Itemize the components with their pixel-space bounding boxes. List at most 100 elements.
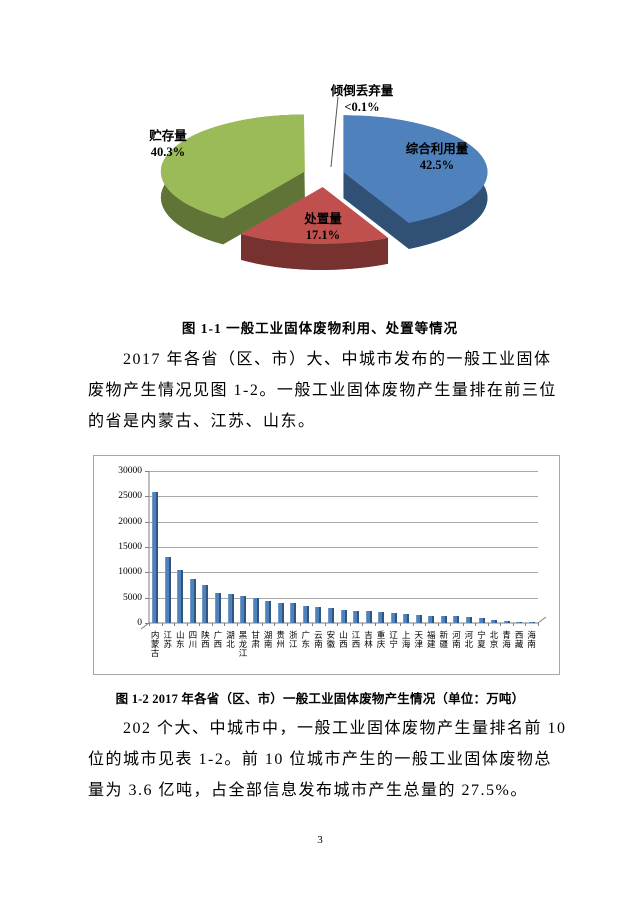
bar <box>277 602 284 623</box>
bar <box>478 618 485 623</box>
x-axis-tick <box>437 623 439 626</box>
x-axis-label: 宁夏 <box>477 630 486 649</box>
x-axis-label: 山西 <box>339 630 348 649</box>
pie-label-utilized-value: 42.5% <box>419 157 455 172</box>
x-axis-tick <box>186 623 188 626</box>
bar-chart: 0 5000 10000 15000 20000 25000 30000 内蒙古 江苏 山东 四川陕… <box>93 455 560 675</box>
x-axis-label: 河北 <box>464 630 474 649</box>
x-axis-tick <box>337 623 339 626</box>
pie-leader-line <box>330 96 339 168</box>
x-axis-label: 云南 <box>314 630 323 649</box>
bar <box>202 585 209 623</box>
x-axis-label: 广东 <box>301 630 311 649</box>
gridline <box>149 496 538 498</box>
x-axis-tick <box>500 623 502 626</box>
x-axis-tick <box>249 623 251 626</box>
bar <box>378 612 385 623</box>
bar <box>189 578 196 623</box>
x-axis-tick <box>487 623 489 626</box>
paragraph-2-line-3: 量为 3.6 亿吨，占全部信息发布城市产生总量的 27.5%。 <box>88 782 528 799</box>
y-axis-tick <box>145 496 149 498</box>
y-axis-tick <box>145 597 149 599</box>
x-axis-label: 浙江 <box>288 630 298 649</box>
pie-label-storage-value: 40.3% <box>150 144 186 159</box>
x-axis-label: 湖北 <box>226 630 235 649</box>
x-axis-label: 福建 <box>426 630 436 649</box>
bar <box>403 613 410 623</box>
bar <box>240 595 247 623</box>
bar <box>265 600 272 623</box>
x-axis-tick <box>211 623 213 626</box>
y-axis-tick <box>145 521 149 523</box>
x-axis-tick <box>538 623 539 626</box>
bar <box>516 621 523 623</box>
bar <box>503 620 510 623</box>
x-axis-label: 陕西 <box>201 630 210 649</box>
x-axis-label: 黑龙江 <box>238 630 248 658</box>
x-axis-tick <box>161 623 163 626</box>
x-axis-label: 四川 <box>188 630 198 649</box>
x-axis-label: 上海 <box>401 630 411 649</box>
x-axis-tick <box>349 623 351 626</box>
pie-label-utilized: 综合利用量 42.5% <box>406 142 469 173</box>
pie-label-dumped-value: <0.1% <box>344 99 380 114</box>
paragraph-1: 2017 年各省（区、市）大、中城市发布的一般工业固体 废物产生情况见图 1-2… <box>88 344 557 437</box>
bar <box>215 592 222 623</box>
page-number: 3 <box>317 834 323 846</box>
bar <box>465 617 472 623</box>
bar <box>152 492 159 623</box>
y-axis-label: 15000 <box>118 542 142 552</box>
bar <box>440 616 447 623</box>
gridline <box>149 521 538 523</box>
x-axis-tick <box>399 623 401 626</box>
x-axis-label: 安徽 <box>326 630 336 649</box>
pie-label-dumped-name: 倾倒丢弃量 <box>330 84 394 98</box>
paragraph-1-line-1: 2017 年各省（区、市）大、中城市发布的一般工业固体 <box>123 351 552 368</box>
bar <box>252 598 259 623</box>
x-axis-label: 吉林 <box>364 630 373 649</box>
bar <box>365 611 372 623</box>
x-axis-tick <box>261 623 263 626</box>
x-axis-label: 湖南 <box>263 630 273 649</box>
x-axis-label: 辽宁 <box>389 630 398 649</box>
bar <box>315 607 322 623</box>
bar <box>302 605 309 623</box>
paragraph-1-line-2: 废物产生情况见图 1-2。一般工业固体废物产生量排在前三位 <box>88 382 557 399</box>
bar <box>428 615 435 623</box>
gridline <box>149 597 538 599</box>
pie-label-utilized-name: 综合利用量 <box>405 142 469 156</box>
x-axis-tick <box>224 623 226 626</box>
y-axis-label: 20000 <box>118 516 142 527</box>
x-axis-tick <box>236 623 238 626</box>
y-axis-label: 25000 <box>118 491 142 502</box>
bar <box>491 619 498 623</box>
x-axis-label: 内蒙古 <box>150 630 160 658</box>
paragraph-2: 202 个大、中城市中，一般工业固体废物产生量排名前 10 位的城市见表 1-2… <box>88 713 565 806</box>
pie-label-storage-name: 贮存量 <box>149 129 187 143</box>
x-axis-tick <box>450 623 452 626</box>
x-axis-tick <box>374 623 376 626</box>
x-axis-label: 河南 <box>452 630 461 649</box>
x-axis-tick <box>387 623 389 626</box>
x-axis-tick <box>287 623 289 626</box>
pie-label-dumped: 倾倒丢弃量 <0.1% <box>331 84 394 115</box>
y-axis-tick <box>145 623 149 624</box>
x-axis-label: 贵州 <box>276 630 285 649</box>
y-axis-tick <box>145 547 149 548</box>
x-axis-label: 北京 <box>489 630 499 649</box>
bar <box>290 603 297 623</box>
y-axis-label: 5000 <box>123 592 142 603</box>
pie-label-storage: 贮存量 40.3% <box>149 129 187 160</box>
x-axis-tick <box>525 623 527 626</box>
pie-slice-shape <box>343 115 488 223</box>
gridline <box>149 572 538 574</box>
x-axis-label: 西藏 <box>514 630 524 649</box>
paragraph-2-line-2: 位的城市见表 1-2。前 10 位城市产生的一般工业固体废物总 <box>88 751 552 768</box>
figure1-caption: 图 1-1 一般工业固体废物利用、处置等情况 <box>181 321 459 336</box>
y-axis-tick <box>145 572 149 574</box>
pie-chart <box>160 96 488 270</box>
y-axis-tick <box>145 471 149 472</box>
x-axis-label: 天津 <box>414 630 423 649</box>
pie-slice-shape <box>160 114 305 219</box>
